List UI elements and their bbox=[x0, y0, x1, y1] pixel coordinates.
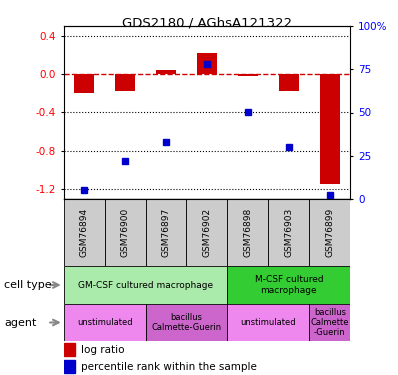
Bar bbox=[74, 74, 94, 93]
Bar bbox=[309, 304, 350, 341]
Bar bbox=[227, 304, 309, 341]
Bar bbox=[309, 199, 350, 266]
Bar bbox=[64, 304, 146, 341]
Text: GSM76898: GSM76898 bbox=[244, 208, 252, 257]
Bar bbox=[227, 199, 268, 266]
Text: bacillus
Calmette-Guerin: bacillus Calmette-Guerin bbox=[151, 313, 222, 332]
Bar bbox=[64, 360, 75, 374]
Text: GSM76899: GSM76899 bbox=[325, 208, 334, 257]
Bar bbox=[197, 53, 217, 74]
Text: unstimulated: unstimulated bbox=[77, 318, 133, 327]
Text: GM-CSF cultured macrophage: GM-CSF cultured macrophage bbox=[78, 280, 213, 290]
Text: unstimulated: unstimulated bbox=[240, 318, 296, 327]
Text: GSM76897: GSM76897 bbox=[162, 208, 170, 257]
Bar bbox=[64, 343, 75, 356]
Bar bbox=[115, 74, 135, 92]
Text: bacillus
Calmette
-Guerin: bacillus Calmette -Guerin bbox=[310, 308, 349, 338]
Text: GSM76902: GSM76902 bbox=[203, 208, 211, 257]
Text: agent: agent bbox=[4, 318, 36, 327]
Text: log ratio: log ratio bbox=[81, 345, 124, 355]
Text: GSM76900: GSM76900 bbox=[121, 208, 130, 257]
Bar bbox=[64, 266, 227, 304]
Text: percentile rank within the sample: percentile rank within the sample bbox=[81, 362, 257, 372]
Text: M-CSF cultured
macrophage: M-CSF cultured macrophage bbox=[255, 275, 323, 295]
Bar bbox=[227, 266, 350, 304]
Bar bbox=[64, 199, 105, 266]
Text: GSM76894: GSM76894 bbox=[80, 208, 89, 257]
Bar bbox=[146, 199, 187, 266]
Bar bbox=[238, 74, 258, 76]
Text: GSM76903: GSM76903 bbox=[284, 208, 293, 257]
Bar bbox=[156, 70, 176, 74]
Bar bbox=[320, 74, 340, 184]
Bar bbox=[279, 74, 299, 92]
Text: cell type: cell type bbox=[4, 280, 52, 290]
Bar bbox=[187, 199, 227, 266]
Bar bbox=[146, 304, 227, 341]
Bar bbox=[105, 199, 146, 266]
Text: GDS2180 / AGhsA121322: GDS2180 / AGhsA121322 bbox=[122, 17, 292, 30]
Bar bbox=[268, 199, 309, 266]
